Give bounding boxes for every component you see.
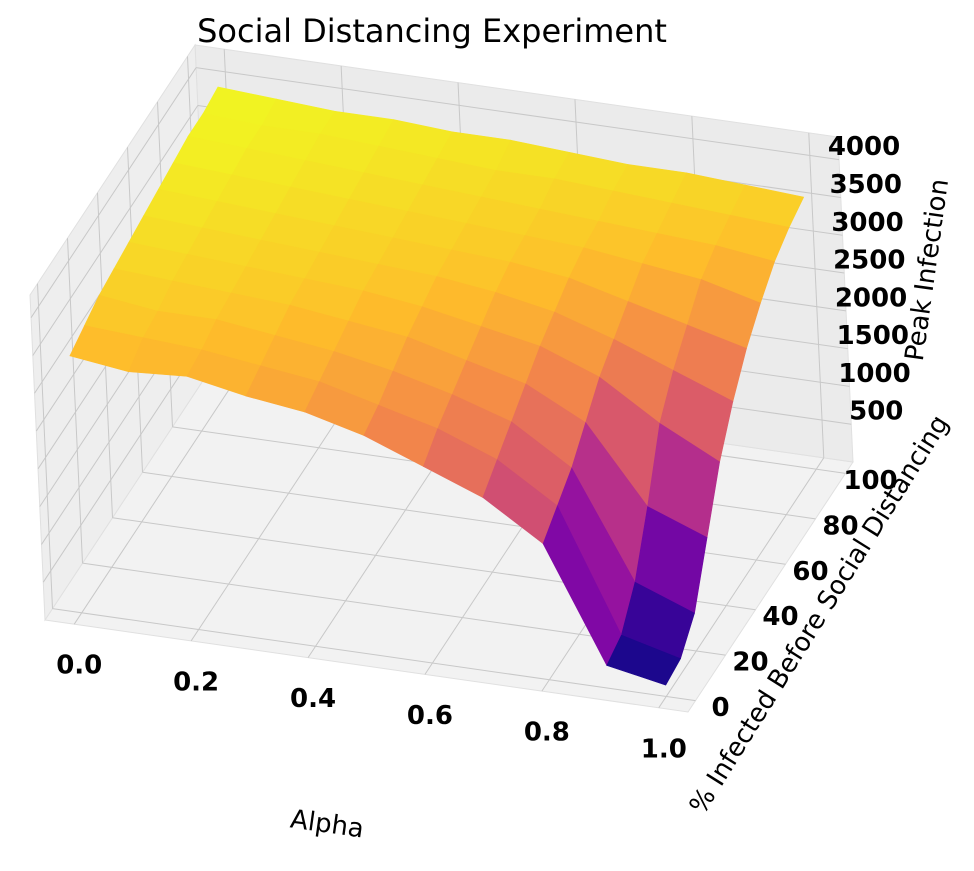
y-tick-label: 100 bbox=[843, 466, 897, 496]
y-tick-label: 0 bbox=[711, 693, 729, 723]
grid-line bbox=[52, 608, 696, 702]
z-tick-label: 4000 bbox=[828, 132, 900, 162]
x-axis-label: Alpha bbox=[288, 805, 365, 845]
surface-cell bbox=[606, 634, 682, 686]
y-tick-label: 20 bbox=[732, 648, 768, 678]
grid-line bbox=[37, 283, 53, 609]
grid-line bbox=[658, 457, 825, 709]
grid-line bbox=[808, 132, 825, 458]
grid-line bbox=[190, 390, 357, 642]
z-tick-label: 1500 bbox=[837, 321, 909, 351]
y-tick-label: 40 bbox=[762, 602, 798, 632]
z-tick-label: 2000 bbox=[835, 283, 907, 313]
z-tick-label: 3500 bbox=[830, 170, 902, 200]
grid-line bbox=[67, 238, 83, 564]
z-tick-label: 1000 bbox=[838, 359, 910, 389]
grid-line bbox=[195, 67, 840, 161]
x-tick-label: 1.0 bbox=[641, 734, 687, 764]
grid-line bbox=[73, 373, 240, 625]
grid-line bbox=[30, 67, 197, 318]
z-tick-label: 3000 bbox=[831, 208, 903, 238]
x-tick-label: 0.2 bbox=[173, 667, 219, 697]
grid-line bbox=[32, 105, 199, 356]
z-tick-label: 2500 bbox=[833, 246, 905, 276]
y-tick-label: 60 bbox=[792, 557, 828, 587]
x-tick-label: 0.8 bbox=[524, 718, 570, 748]
x-tick-label: 0.0 bbox=[56, 651, 102, 681]
y-tick-label: 80 bbox=[822, 511, 858, 541]
z-tick-label: 500 bbox=[849, 397, 903, 427]
x-tick-label: 0.6 bbox=[407, 701, 453, 731]
chart-title: Social Distancing Experiment bbox=[197, 12, 667, 50]
x-tick-label: 0.4 bbox=[290, 684, 336, 714]
